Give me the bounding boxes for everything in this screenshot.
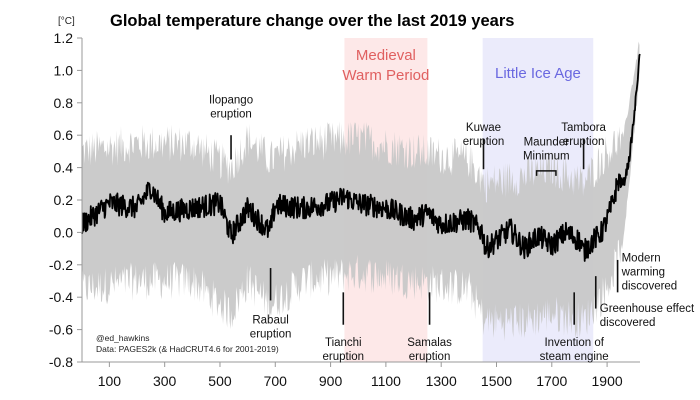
period-label: Warm Period [342,67,429,84]
annotation-modern: Modern warming discovered [616,253,678,293]
median-temperature-line [81,53,641,262]
annotations: Ilopango eruption Rabaul eruption Tianchi eru… [209,95,695,363]
y-tick-label: 0.4 [54,160,74,176]
chart-title: Global temperature change over the last … [110,12,514,30]
annotation-samalas: Samalas eruption [407,292,452,363]
annotation-label: eruption [250,328,292,340]
y-tick-label: -0.8 [49,354,73,370]
y-tick-label: 1.0 [54,62,74,78]
median-line-layer [81,53,641,262]
x-tick-label: 700 [264,373,288,389]
uncertainty-band-layer [82,41,640,341]
annotation-label: discovered [600,317,656,329]
y-tick-label: 0.0 [54,224,74,240]
annotation-bracket [535,170,557,176]
x-tick-label: 1500 [481,373,512,389]
x-tick-label: 1700 [536,373,567,389]
annotation-label: eruption [323,351,365,363]
annotation-label: eruption [210,109,252,121]
annotation-label: Tambora [561,122,606,134]
y-tick-label: -0.6 [49,322,73,338]
annotation-label: Kuwae [466,122,501,134]
x-tick-label: 900 [319,373,343,389]
credit-line: Data: PAGES2k (& HadCRUT4.6 for 2001-201… [96,344,279,354]
annotation-label: Minimum [523,151,570,163]
annotation-label: eruption [409,351,451,363]
x-tick-label: 500 [208,373,232,389]
y-tick-label: 1.2 [54,30,74,46]
annotation-label: steam engine [540,351,609,363]
annotation-invention-of: Invention of steam engine [540,292,609,363]
annotation-label: Rabaul [252,314,288,326]
annotation-tambora: Tambora eruption [561,122,607,170]
x-tick-label: 300 [153,373,177,389]
x-tick-label: 100 [98,373,122,389]
annotation-label: eruption [463,136,505,148]
annotation-kuwae: Kuwae eruption [463,122,505,170]
credit-line: @ed_hawkins [96,333,150,343]
y-tick-label: -0.2 [49,257,73,273]
period-label: Medieval [356,47,416,64]
annotation-label: Ilopango [209,95,253,107]
annotation-label: Greenhouse effect [600,303,695,315]
annotation-ilopango: Ilopango eruption [209,95,253,160]
annotation-label: Maunder [524,137,570,149]
annotation-label: warming [621,267,665,279]
x-tick-label: 1900 [592,373,623,389]
y-tick-label: 0.6 [54,127,74,143]
x-tick-label: 1300 [426,373,457,389]
annotation-label: discovered [622,281,678,293]
axes: 1.2 1.0 0.8 0.6 0.4 0.2 0.0 -0.2 -0.4 -0.6 -0.8 100… [49,30,640,389]
annotation-label: Invention of [544,337,604,349]
annotation-label: Modern [622,253,661,265]
annotation-greenhouse-effect: Greenhouse effect discovered [594,276,695,329]
annotation-label: Samalas [407,337,452,349]
annotation-rabaul: Rabaul eruption [250,268,292,340]
annotation-maunder: Maunder Minimum [523,137,570,176]
annotation-label: eruption [563,136,605,148]
y-axis-unit-label: [°C] [58,16,75,27]
annotation-tianchi: Tianchi eruption [323,292,365,363]
annotation-label: Tianchi [325,337,362,349]
y-tick-label: -0.4 [49,289,73,305]
y-tick-label: 0.2 [54,192,74,208]
y-tick-label: 0.8 [54,95,74,111]
uncertainty-band [82,41,640,341]
x-tick-label: 1100 [371,373,401,389]
period-label: Little Ice Age [495,65,581,82]
